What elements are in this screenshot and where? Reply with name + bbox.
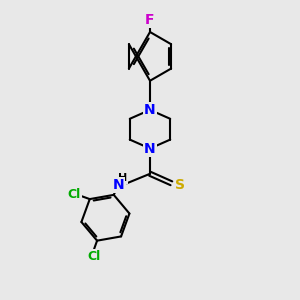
Text: H: H [118,173,127,183]
Text: Cl: Cl [87,250,100,262]
Text: Cl: Cl [68,188,81,201]
Text: F: F [145,13,155,26]
Text: N: N [144,103,156,117]
Text: N: N [113,178,124,192]
Text: N: N [144,103,156,117]
Text: S: S [175,178,185,192]
Text: N: N [144,142,156,155]
